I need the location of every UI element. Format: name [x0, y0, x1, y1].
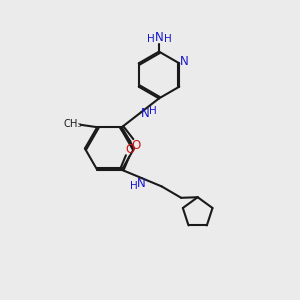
Text: H: H — [149, 106, 156, 116]
Text: O: O — [131, 139, 141, 152]
Text: O: O — [125, 143, 135, 156]
Text: N: N — [137, 177, 146, 190]
Text: H: H — [147, 34, 154, 44]
Text: N: N — [154, 31, 164, 44]
Text: N: N — [141, 107, 150, 120]
Text: N: N — [179, 55, 188, 68]
Text: H: H — [164, 34, 171, 44]
Text: CH₃: CH₃ — [63, 118, 82, 129]
Text: H: H — [130, 181, 138, 190]
